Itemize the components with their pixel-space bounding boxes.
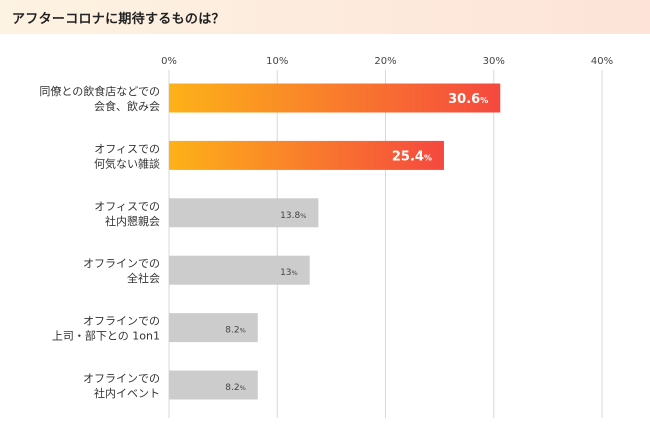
category-label: オフィスでの何気ない雑談	[94, 142, 160, 170]
value-label: 30.6%	[448, 92, 488, 107]
bar	[169, 313, 258, 343]
bar	[169, 140, 444, 170]
bar	[169, 198, 319, 228]
category-label: 同僚との飲食店などでの会食、飲み会	[39, 84, 160, 113]
bar	[169, 370, 258, 400]
category-label: オフィスでの社内懇親会	[94, 200, 160, 228]
bars	[169, 83, 501, 400]
value-label: 13.8%	[280, 211, 306, 221]
value-label: 8.2%	[225, 326, 246, 336]
value-label: 8.2%	[225, 383, 246, 393]
x-tick-label: 10%	[266, 56, 288, 67]
bar	[169, 83, 501, 113]
x-axis-ticks: 0% 10% 20% 30% 40%	[161, 56, 613, 67]
x-tick-label: 40%	[591, 56, 613, 67]
value-label: 13%	[280, 268, 298, 278]
value-label: 25.4%	[392, 149, 432, 164]
title-bar: アフターコロナに期待するものは？	[0, 0, 650, 34]
category-label: オフラインでの全社会	[83, 257, 160, 285]
bar	[169, 255, 310, 285]
value-labels: 30.6% 25.4% 13.8% 13% 8.2% 8.2%	[225, 92, 488, 393]
gridlines	[168, 70, 603, 418]
x-tick-label: 0%	[161, 56, 177, 67]
category-label: オフラインでの社内イベント	[83, 372, 160, 400]
x-tick-label: 20%	[374, 56, 396, 67]
category-label: オフラインでの上司・部下との 1on1	[52, 315, 160, 343]
chart-title: アフターコロナに期待するものは？	[12, 12, 225, 27]
x-tick-label: 30%	[483, 56, 505, 67]
category-labels: 同僚との飲食店などでの会食、飲み会オフィスでの何気ない雑談オフィスでの社内懇親会…	[39, 84, 160, 400]
